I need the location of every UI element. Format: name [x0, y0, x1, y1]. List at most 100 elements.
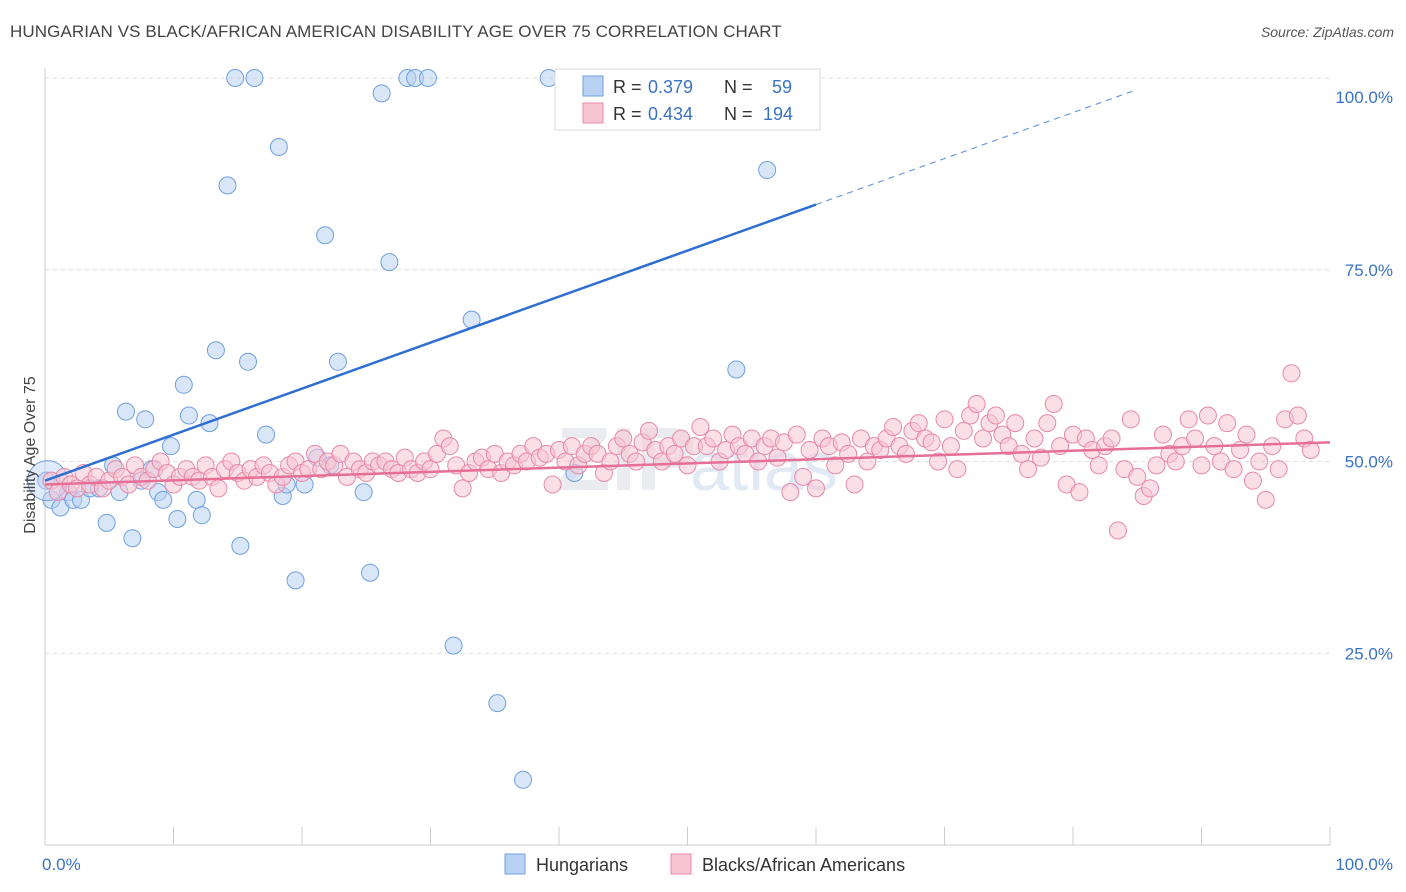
point-blacks: [453, 479, 472, 498]
tick-labels: 25.0% 50.0% 75.0% 100.0% 0.0% 100.0%: [42, 88, 1393, 874]
y-axis-label: Disability Age Over 75: [22, 376, 39, 534]
point-blacks: [1243, 471, 1262, 490]
point-hungarians: [354, 483, 373, 502]
point-blacks: [929, 452, 948, 471]
point-blacks: [922, 433, 941, 452]
point-blacks: [1301, 440, 1320, 459]
legend-n-label-2: N =: [724, 104, 753, 124]
point-blacks: [665, 444, 684, 463]
gridlines: [45, 77, 1330, 654]
point-blacks: [614, 429, 633, 448]
point-blacks: [1070, 483, 1089, 502]
point-blacks: [807, 479, 825, 498]
point-blacks: [781, 483, 800, 502]
legend-top: R = 0.379 N = 59 R = 0.434 N = 194: [554, 68, 821, 131]
point-hungarians: [269, 138, 288, 157]
point-blacks: [1256, 490, 1275, 509]
point-blacks: [1153, 425, 1172, 444]
point-hungarians: [123, 529, 142, 548]
point-blacks: [1025, 429, 1044, 448]
point-blacks: [1186, 429, 1205, 448]
point-hungarians: [174, 375, 193, 394]
legend-swatch-hungarians: [582, 75, 604, 97]
point-blacks: [543, 475, 562, 494]
point-blacks: [1179, 410, 1198, 429]
trend-lines: [44, 88, 1331, 486]
point-hungarians: [168, 510, 187, 529]
point-hungarians: [97, 513, 116, 532]
point-blacks: [986, 406, 1005, 425]
point-blacks: [639, 421, 658, 440]
legend-swatch-blacks: [582, 102, 604, 124]
point-blacks: [768, 448, 787, 467]
point-hungarians: [187, 490, 206, 509]
point-hungarians: [316, 226, 335, 245]
point-blacks: [1121, 410, 1140, 429]
axes: [44, 68, 1331, 846]
point-blacks: [1224, 460, 1243, 479]
chart-source: Source: ZipAtlas.com: [1260, 24, 1394, 40]
legend-bottom: Hungarians Blacks/African Americans: [504, 853, 905, 875]
point-blacks: [1198, 406, 1217, 425]
legend-r-label-2: R =: [613, 104, 642, 124]
point-hungarians: [257, 425, 276, 444]
bottom-legend-label-blacks: Blacks/African Americans: [702, 855, 905, 875]
point-hungarians: [380, 253, 399, 272]
point-blacks: [678, 456, 697, 475]
point-blacks: [601, 452, 620, 471]
point-hungarians: [200, 414, 219, 433]
point-blacks: [826, 456, 845, 475]
legend-r-label-1: R =: [613, 77, 642, 97]
point-blacks: [1218, 414, 1237, 433]
trend-line-hungarians: [44, 203, 817, 482]
x-tick-label-max: 100.0%: [1335, 855, 1393, 874]
y-tick-label: 100.0%: [1335, 88, 1393, 107]
point-hungarians: [218, 176, 237, 195]
point-hungarians: [514, 770, 533, 789]
point-blacks: [1006, 414, 1025, 433]
point-blacks: [440, 437, 459, 456]
point-blacks: [1147, 456, 1166, 475]
point-blacks: [1089, 456, 1108, 475]
legend-n-label-1: N =: [724, 77, 753, 97]
legend-n-value-2: 194: [763, 104, 793, 124]
point-blacks: [941, 437, 960, 456]
point-blacks: [1108, 521, 1127, 540]
point-hungarians: [286, 571, 305, 590]
point-hungarians: [727, 360, 746, 379]
point-hungarians: [418, 69, 437, 87]
point-blacks: [1250, 452, 1269, 471]
point-blacks: [1288, 406, 1307, 425]
point-blacks: [909, 414, 928, 433]
trend-line-blacks: [44, 441, 1331, 486]
y-tick-label: 75.0%: [1345, 261, 1393, 280]
point-blacks: [1263, 437, 1282, 456]
point-blacks: [935, 410, 954, 429]
legend-r-value-2: 0.434: [648, 104, 693, 124]
point-hungarians: [245, 69, 264, 87]
point-blacks: [974, 429, 993, 448]
point-hungarians: [136, 410, 155, 429]
point-blacks: [421, 460, 440, 479]
point-blacks: [967, 394, 986, 413]
point-hungarians: [328, 352, 347, 371]
point-hungarians: [239, 352, 258, 371]
point-hungarians: [231, 536, 250, 555]
x-tick-label-min: 0.0%: [42, 855, 81, 874]
point-hungarians: [372, 84, 391, 103]
point-blacks: [948, 460, 967, 479]
point-blacks: [1019, 460, 1038, 479]
point-blacks: [1044, 394, 1063, 413]
series-blacks-african-americans: [42, 364, 1320, 540]
point-blacks: [1128, 467, 1147, 486]
bottom-legend-swatch-blacks: [670, 853, 692, 875]
point-blacks: [1038, 414, 1057, 433]
point-hungarians: [361, 563, 380, 582]
point-blacks: [627, 452, 646, 471]
point-hungarians: [154, 490, 173, 509]
point-blacks: [896, 444, 915, 463]
y-tick-label: 25.0%: [1345, 644, 1393, 663]
point-blacks: [1237, 425, 1256, 444]
legend-n-value-1: 59: [772, 77, 792, 97]
point-hungarians: [192, 506, 211, 525]
